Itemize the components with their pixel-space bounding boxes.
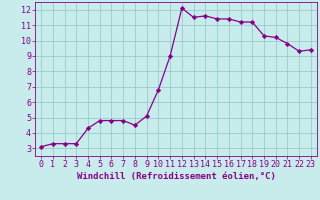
X-axis label: Windchill (Refroidissement éolien,°C): Windchill (Refroidissement éolien,°C) — [76, 172, 276, 181]
